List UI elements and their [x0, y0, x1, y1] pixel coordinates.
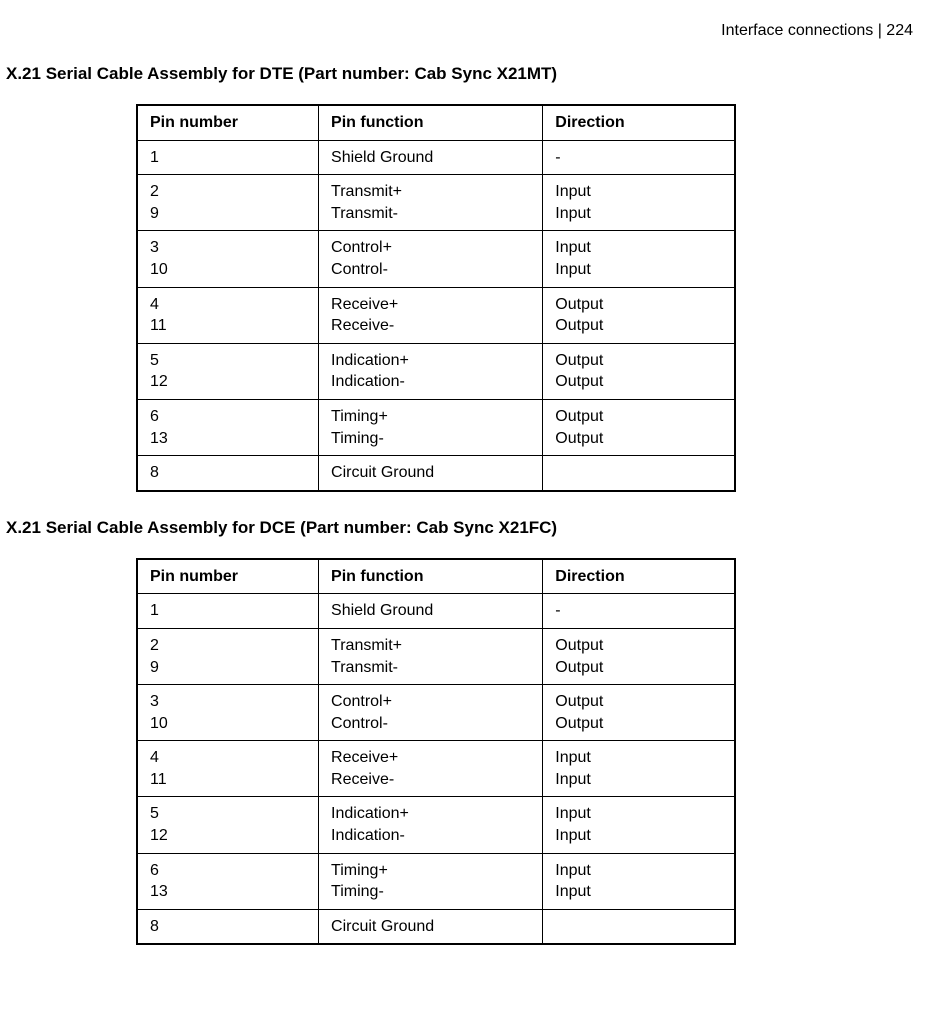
table-row: 411Receive+Receive-InputInput	[137, 741, 735, 797]
cell-function: Indication+Indication-	[319, 343, 543, 399]
cell-pin: 29	[137, 175, 319, 231]
cell-function: Transmit+Transmit-	[319, 628, 543, 684]
cell-direction: OutputOutput	[543, 685, 735, 741]
cell-direction: OutputOutput	[543, 343, 735, 399]
cell-function: Indication+Indication-	[319, 797, 543, 853]
table-row: 411Receive+Receive-OutputOutput	[137, 287, 735, 343]
col-header-direction: Direction	[543, 105, 735, 140]
table-row: 29Transmit+Transmit-OutputOutput	[137, 628, 735, 684]
cell-pin: 8	[137, 456, 319, 491]
cell-function: Control+Control-	[319, 685, 543, 741]
cell-direction: -	[543, 594, 735, 629]
table-row: 613Timing+Timing-InputInput	[137, 853, 735, 909]
table-row: 310Control+Control-OutputOutput	[137, 685, 735, 741]
cell-function: Timing+Timing-	[319, 853, 543, 909]
table-header-row: Pin number Pin function Direction	[137, 105, 735, 140]
cell-direction: InputInput	[543, 853, 735, 909]
cell-function: Timing+Timing-	[319, 399, 543, 455]
header-section: Interface connections	[721, 22, 873, 39]
page-header: Interface connections | 224	[721, 22, 913, 40]
cell-function: Shield Ground	[319, 594, 543, 629]
cell-pin: 29	[137, 628, 319, 684]
table-header-row: Pin number Pin function Direction	[137, 559, 735, 594]
cell-pin: 512	[137, 343, 319, 399]
cell-function: Circuit Ground	[319, 456, 543, 491]
pin-table-dte: Pin number Pin function Direction 1Shiel…	[136, 104, 736, 492]
cell-direction	[543, 909, 735, 944]
section-dce: X.21 Serial Cable Assembly for DCE (Part…	[6, 518, 945, 946]
table-row: 1Shield Ground-	[137, 594, 735, 629]
col-header-function: Pin function	[319, 105, 543, 140]
cell-pin: 8	[137, 909, 319, 944]
cell-direction: InputInput	[543, 741, 735, 797]
table-wrap: Pin number Pin function Direction 1Shiel…	[136, 104, 945, 492]
table-row: 310Control+Control-InputInput	[137, 231, 735, 287]
cell-pin: 512	[137, 797, 319, 853]
col-header-pin: Pin number	[137, 105, 319, 140]
cell-function: Control+Control-	[319, 231, 543, 287]
pin-table-dce: Pin number Pin function Direction 1Shiel…	[136, 558, 736, 946]
header-page-number: 224	[886, 22, 913, 39]
page-content: X.21 Serial Cable Assembly for DTE (Part…	[0, 0, 945, 945]
col-header-direction: Direction	[543, 559, 735, 594]
cell-function: Shield Ground	[319, 140, 543, 175]
cell-direction: OutputOutput	[543, 628, 735, 684]
table-row: 8Circuit Ground	[137, 456, 735, 491]
col-header-pin: Pin number	[137, 559, 319, 594]
cell-direction: OutputOutput	[543, 287, 735, 343]
cell-function: Transmit+Transmit-	[319, 175, 543, 231]
section-title: X.21 Serial Cable Assembly for DTE (Part…	[6, 64, 945, 84]
header-sep: |	[873, 22, 886, 39]
cell-direction: OutputOutput	[543, 399, 735, 455]
table-row: 512Indication+Indication-OutputOutput	[137, 343, 735, 399]
cell-direction: -	[543, 140, 735, 175]
table-wrap: Pin number Pin function Direction 1Shiel…	[136, 558, 945, 946]
table-row: 29Transmit+Transmit-InputInput	[137, 175, 735, 231]
cell-pin: 411	[137, 287, 319, 343]
table-row: 1Shield Ground-	[137, 140, 735, 175]
cell-direction: InputInput	[543, 231, 735, 287]
cell-pin: 1	[137, 594, 319, 629]
col-header-function: Pin function	[319, 559, 543, 594]
table-body: 1Shield Ground-29Transmit+Transmit-Input…	[137, 140, 735, 491]
cell-direction	[543, 456, 735, 491]
section-title: X.21 Serial Cable Assembly for DCE (Part…	[6, 518, 945, 538]
cell-pin: 411	[137, 741, 319, 797]
table-row: 8Circuit Ground	[137, 909, 735, 944]
cell-function: Receive+Receive-	[319, 741, 543, 797]
cell-pin: 310	[137, 231, 319, 287]
cell-direction: InputInput	[543, 797, 735, 853]
cell-direction: InputInput	[543, 175, 735, 231]
cell-function: Circuit Ground	[319, 909, 543, 944]
cell-pin: 613	[137, 399, 319, 455]
cell-pin: 310	[137, 685, 319, 741]
table-row: 512Indication+Indication-InputInput	[137, 797, 735, 853]
cell-pin: 613	[137, 853, 319, 909]
table-row: 613Timing+Timing-OutputOutput	[137, 399, 735, 455]
table-body: 1Shield Ground-29Transmit+Transmit-Outpu…	[137, 594, 735, 945]
cell-function: Receive+Receive-	[319, 287, 543, 343]
cell-pin: 1	[137, 140, 319, 175]
section-dte: X.21 Serial Cable Assembly for DTE (Part…	[6, 64, 945, 492]
